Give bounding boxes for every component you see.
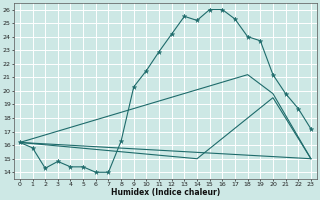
X-axis label: Humidex (Indice chaleur): Humidex (Indice chaleur) — [111, 188, 220, 197]
